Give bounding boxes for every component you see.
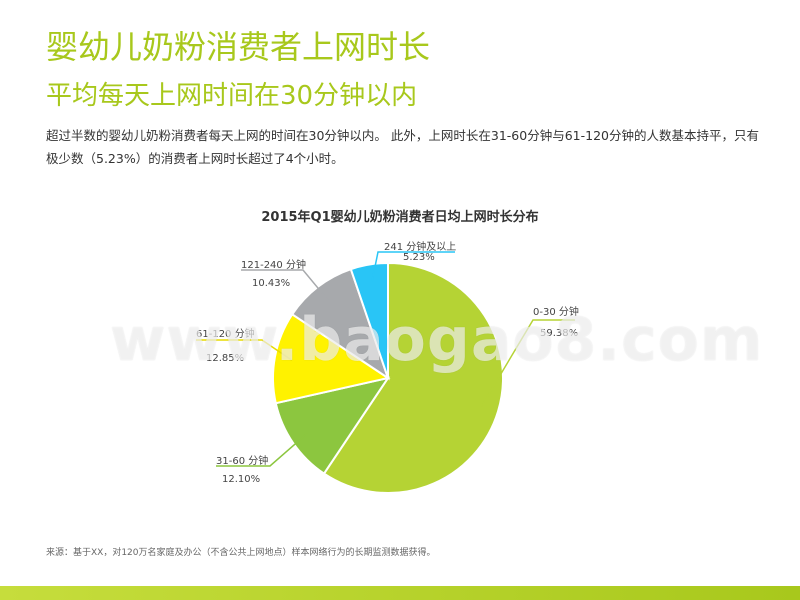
leader-line	[480, 319, 575, 407]
page-subtitle: 平均每天上网时间在30分钟以内	[46, 81, 418, 111]
slice-label: 0-30 分钟	[533, 305, 579, 318]
bottom-accent-bar	[0, 586, 800, 600]
leader-line	[216, 432, 308, 467]
leader-line	[241, 269, 329, 302]
source-note: 来源：基于XX，对120万名家庭及办公（不含公共上网地点）样本网络行为的长期监测…	[46, 548, 436, 558]
slice-label: 241 分钟及以上	[384, 240, 456, 253]
slice-label: 61-120 分钟	[196, 327, 255, 340]
description-text: 超过半数的婴幼儿奶粉消费者每天上网的时间在30分钟以内。 此外，上网时长在31-…	[46, 128, 759, 166]
slice-value-label: 12.85%	[206, 353, 244, 364]
slice-label: 121-240 分钟	[241, 258, 306, 271]
pie-slice	[322, 261, 504, 494]
leader-line	[196, 339, 293, 361]
page-title: 婴幼儿奶粉消费者上网时长	[46, 28, 431, 66]
leader-line	[371, 251, 455, 282]
chart-title: 2015年Q1婴幼儿奶粉消费者日均上网时长分布	[261, 210, 539, 225]
pie-slice	[349, 261, 389, 379]
slice-label: 31-60 分钟	[216, 454, 268, 467]
slice-value-label: 5.23%	[403, 252, 435, 263]
slice-value-label: 59.38%	[540, 328, 578, 339]
slice-value-label: 12.10%	[222, 474, 260, 485]
pie-slice	[272, 312, 391, 405]
slice-value-label: 10.43%	[252, 278, 290, 289]
pie-slice	[274, 376, 391, 475]
